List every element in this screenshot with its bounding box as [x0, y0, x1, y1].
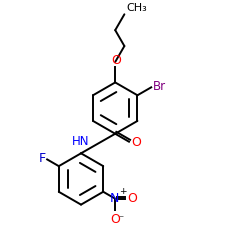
- Text: O: O: [111, 54, 121, 67]
- Text: ⁻: ⁻: [118, 214, 124, 224]
- Text: O: O: [131, 136, 141, 149]
- Text: O: O: [110, 213, 120, 226]
- Text: F: F: [39, 152, 46, 166]
- Text: HN: HN: [72, 134, 90, 147]
- Text: +: +: [119, 186, 127, 196]
- Text: O: O: [127, 192, 137, 205]
- Text: N: N: [110, 192, 120, 205]
- Text: Br: Br: [152, 80, 166, 93]
- Text: CH₃: CH₃: [126, 3, 147, 13]
